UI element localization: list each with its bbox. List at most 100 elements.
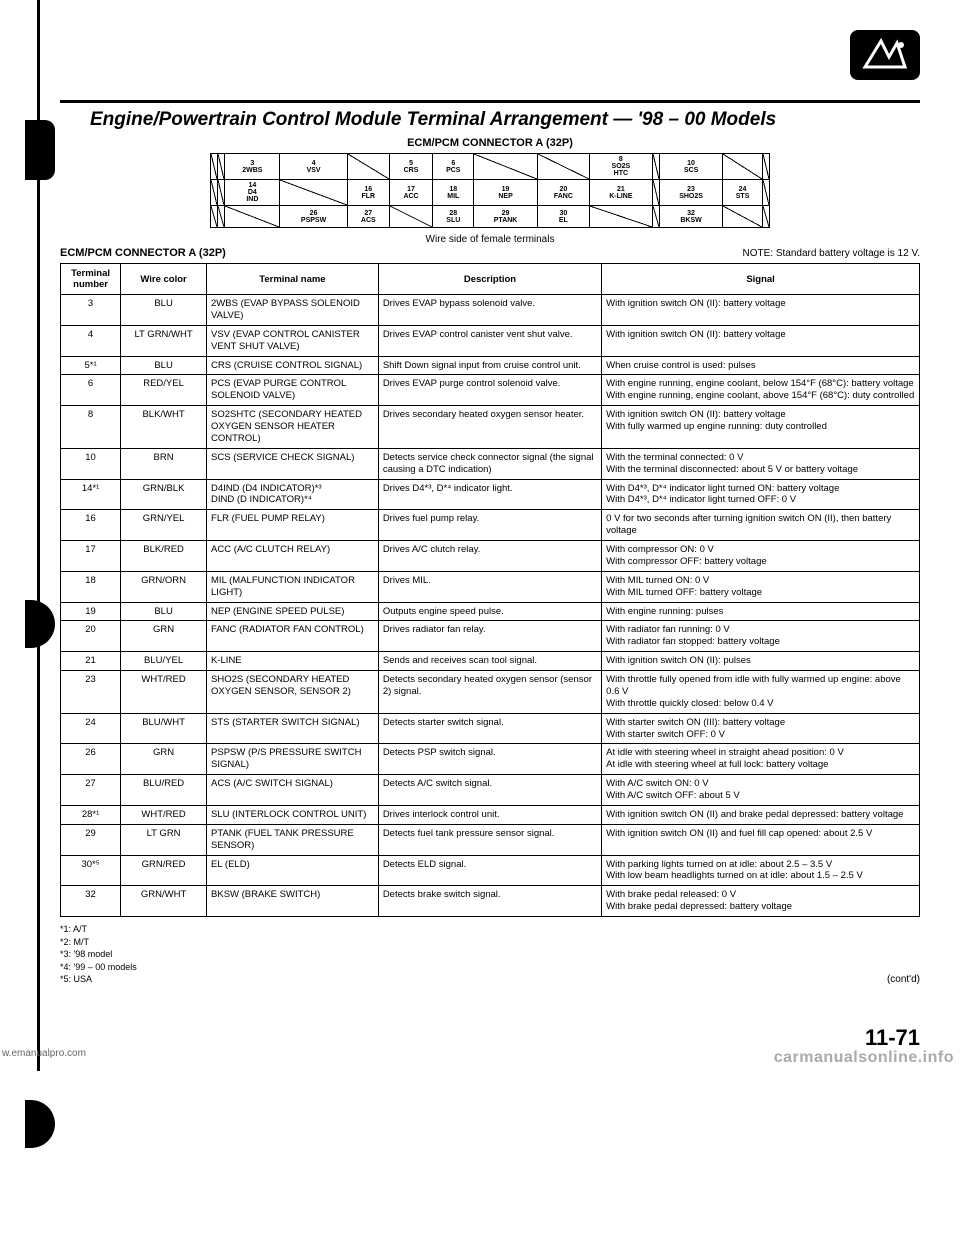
- terminal-table: Terminal number Wire color Terminal name…: [60, 263, 920, 917]
- connector-pin: [762, 154, 769, 180]
- table-cell: With parking lights turned on at idle: a…: [602, 855, 920, 886]
- table-cell: CRS (CRUISE CONTROL SIGNAL): [207, 356, 379, 375]
- table-cell: 26: [61, 744, 121, 775]
- connector-pin: 19NEP: [474, 180, 537, 206]
- table-cell: With starter switch ON (III): battery vo…: [602, 713, 920, 744]
- table-cell: WHT/RED: [121, 805, 207, 824]
- table-cell: With ignition switch ON (II) and brake p…: [602, 805, 920, 824]
- table-row: 18GRN/ORNMIL (MALFUNCTION INDICATOR LIGH…: [61, 571, 920, 602]
- table-cell: 21: [61, 652, 121, 671]
- table-row: 23WHT/REDSHO2S (SECONDARY HEATED OXYGEN …: [61, 671, 920, 714]
- connector-pin: 30EL: [537, 206, 589, 228]
- connector-pin: 28SLU: [433, 206, 474, 228]
- table-cell: 30*⁵: [61, 855, 121, 886]
- table-cell: 27: [61, 775, 121, 806]
- table-cell: Detects PSP switch signal.: [378, 744, 601, 775]
- page-number: 11-71: [60, 1025, 920, 1051]
- table-row: 3BLU2WBS (EVAP BYPASS SOLENOID VALVE)Dri…: [61, 295, 920, 326]
- table-cell: Drives secondary heated oxygen sensor he…: [378, 406, 601, 449]
- connector-pin: 26PSPSW: [280, 206, 347, 228]
- page-title: Engine/Powertrain Control Module Termina…: [60, 109, 920, 131]
- connector-pin: [347, 154, 389, 180]
- table-cell: At idle with steering wheel in straight …: [602, 744, 920, 775]
- table-row: 24BLU/WHTSTS (STARTER SWITCH SIGNAL)Dete…: [61, 713, 920, 744]
- table-cell: 5*¹: [61, 356, 121, 375]
- table-cell: Drives D4*³, D*⁴ indicator light.: [378, 479, 601, 510]
- table-cell: STS (STARTER SWITCH SIGNAL): [207, 713, 379, 744]
- table-cell: BLU: [121, 602, 207, 621]
- table-cell: 32: [61, 886, 121, 917]
- table-cell: BLU/WHT: [121, 713, 207, 744]
- connector-pin: [723, 206, 763, 228]
- table-cell: WHT/RED: [121, 671, 207, 714]
- connector-pin: 23SHO2S: [659, 180, 723, 206]
- footnote-line: *4: '99 – 00 models: [60, 961, 920, 974]
- watermark-brand: carmanualsonline.info: [774, 1049, 954, 1067]
- table-cell: EL (ELD): [207, 855, 379, 886]
- connector-pinout-diagram: 32WBS4VSV5CRS6PCS8SO2SHTC10SCS 14D4IND16…: [210, 153, 770, 228]
- connector-pin: [211, 206, 218, 228]
- connector-pin: [652, 206, 659, 228]
- table-cell: Drives radiator fan relay.: [378, 621, 601, 652]
- table-cell: BRN: [121, 448, 207, 479]
- connector-label: ECM/PCM CONNECTOR A (32P): [60, 247, 226, 259]
- table-cell: Detects service check connector signal (…: [378, 448, 601, 479]
- table-cell: ACC (A/C CLUTCH RELAY): [207, 541, 379, 572]
- table-cell: Shift Down signal input from cruise cont…: [378, 356, 601, 375]
- table-cell: SCS (SERVICE CHECK SIGNAL): [207, 448, 379, 479]
- table-cell: FLR (FUEL PUMP RELAY): [207, 510, 379, 541]
- connector-pin: 27ACS: [347, 206, 389, 228]
- connector-pin: [652, 180, 659, 206]
- table-cell: Outputs engine speed pulse.: [378, 602, 601, 621]
- table-row: 28*¹WHT/REDSLU (INTERLOCK CONTROL UNIT)D…: [61, 805, 920, 824]
- table-cell: K-LINE: [207, 652, 379, 671]
- table-cell: With engine running, engine coolant, bel…: [602, 375, 920, 406]
- table-row: 10BRNSCS (SERVICE CHECK SIGNAL)Detects s…: [61, 448, 920, 479]
- table-cell: VSV (EVAP CONTROL CANISTER VENT SHUT VAL…: [207, 325, 379, 356]
- table-row: 26GRNPSPSW (P/S PRESSURE SWITCH SIGNAL)D…: [61, 744, 920, 775]
- table-cell: Drives MIL.: [378, 571, 601, 602]
- continued-label: (cont'd): [60, 974, 920, 985]
- connector-pin: 10SCS: [659, 154, 723, 180]
- manual-logo: [850, 30, 920, 80]
- table-cell: Detects secondary heated oxygen sensor (…: [378, 671, 601, 714]
- table-cell: BKSW (BRAKE SWITCH): [207, 886, 379, 917]
- table-cell: BLU: [121, 295, 207, 326]
- table-cell: When cruise control is used: pulses: [602, 356, 920, 375]
- table-row: 32GRN/WHTBKSW (BRAKE SWITCH)Detects brak…: [61, 886, 920, 917]
- table-cell: Drives A/C clutch relay.: [378, 541, 601, 572]
- table-row: 20GRNFANC (RADIATOR FAN CONTROL)Drives r…: [61, 621, 920, 652]
- table-cell: 28*¹: [61, 805, 121, 824]
- connector-pin: 32WBS: [225, 154, 280, 180]
- table-cell: LT GRN/WHT: [121, 325, 207, 356]
- table-cell: Detects fuel tank pressure sensor signal…: [378, 824, 601, 855]
- connector-pin: [218, 180, 225, 206]
- table-cell: 3: [61, 295, 121, 326]
- connector-pin: [652, 154, 659, 180]
- table-cell: 16: [61, 510, 121, 541]
- footnote-line: *2: M/T: [60, 936, 920, 949]
- table-cell: 24: [61, 713, 121, 744]
- connector-pin: [590, 206, 653, 228]
- connector-pin: 17ACC: [389, 180, 432, 206]
- table-cell: 18: [61, 571, 121, 602]
- table-cell: MIL (MALFUNCTION INDICATOR LIGHT): [207, 571, 379, 602]
- table-row: 21BLU/YELK-LINESends and receives scan t…: [61, 652, 920, 671]
- connector-pin: 14D4IND: [225, 180, 280, 206]
- wire-side-note: Wire side of female terminals: [60, 234, 920, 245]
- table-cell: NEP (ENGINE SPEED PULSE): [207, 602, 379, 621]
- header-rule: [60, 100, 920, 103]
- connector-title: ECM/PCM CONNECTOR A (32P): [60, 137, 920, 149]
- table-cell: 19: [61, 602, 121, 621]
- table-cell: With ignition switch ON (II): pulses: [602, 652, 920, 671]
- connector-pin: 32BKSW: [659, 206, 723, 228]
- section-dot: [28, 1112, 54, 1138]
- table-cell: BLK/WHT: [121, 406, 207, 449]
- table-cell: With ignition switch ON (II) and fuel fi…: [602, 824, 920, 855]
- table-cell: SHO2S (SECONDARY HEATED OXYGEN SENSOR, S…: [207, 671, 379, 714]
- table-cell: RED/YEL: [121, 375, 207, 406]
- th-color: Wire color: [121, 264, 207, 295]
- connector-pin: 6PCS: [433, 154, 474, 180]
- table-cell: LT GRN: [121, 824, 207, 855]
- table-row: 17BLK/REDACC (A/C CLUTCH RELAY)Drives A/…: [61, 541, 920, 572]
